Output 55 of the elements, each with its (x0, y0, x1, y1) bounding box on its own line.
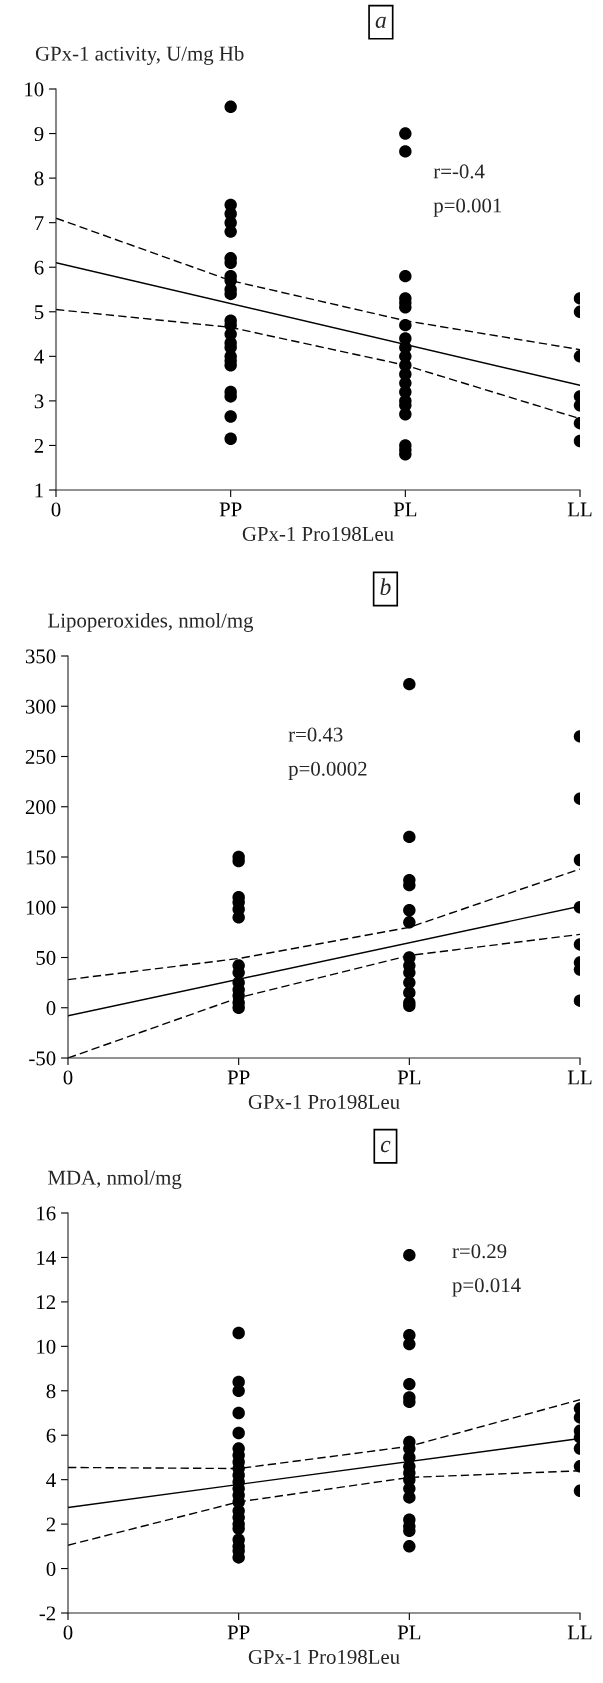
y-tick-label: 100 (26, 900, 56, 915)
x-tick-label: 0 (63, 1625, 73, 1640)
x-tick-label: PP (219, 502, 242, 517)
y-tick-label: -50 (29, 1051, 56, 1066)
y-tick-label: 150 (26, 850, 56, 865)
x-axis-title: GPx-1 Pro198Leu (242, 526, 394, 541)
y-tick-label: 0 (46, 1001, 56, 1016)
x-tick-label: PL (393, 502, 417, 517)
annotation: p=0.014 (452, 1278, 521, 1297)
x-tick-label: 0 (63, 1070, 73, 1085)
y-tick-label: 0 (46, 1561, 56, 1576)
annotation: p=0.0002 (288, 761, 367, 781)
annotation: r=0.43 (288, 727, 343, 742)
y-tick-label: 200 (25, 800, 56, 815)
y-tick-label: 3 (34, 394, 44, 409)
y-tick-label: 6 (34, 260, 44, 275)
y-tick-label: 7 (35, 216, 44, 230)
y-tick-label: 9 (34, 126, 44, 141)
x-tick-label: PP (227, 1070, 250, 1085)
y-tick-label: 1 (35, 483, 43, 498)
chart-title: b (380, 578, 391, 595)
y-axis-title: GPx-1 activity, U/mg Hb (35, 45, 244, 65)
annotation: r=-0.4 (433, 164, 485, 179)
y-axis-title: MDA, nmol/mg (48, 1170, 182, 1189)
y-tick-label: -2 (39, 1606, 56, 1621)
y-tick-label: 2 (34, 438, 44, 453)
chart-title: c (380, 1140, 391, 1153)
x-tick-label: LL (567, 1625, 592, 1640)
y-tick-label: 50 (36, 950, 56, 965)
y-tick-label: 350 (25, 649, 56, 664)
x-axis-title: GPx-1 Pro198Leu (248, 1649, 400, 1664)
x-tick-label: LL (567, 502, 592, 517)
x-tick-label: PL (397, 1070, 421, 1085)
y-tick-label: 10 (37, 1339, 56, 1354)
y-tick-label: 8 (46, 1384, 56, 1399)
y-tick-label: 14 (37, 1250, 56, 1265)
y-tick-label: 6 (46, 1428, 56, 1443)
y-tick-label: 4 (46, 1473, 56, 1487)
x-axis-title: GPx-1 Pro198Leu (248, 1094, 400, 1109)
x-tick-label: PP (227, 1625, 250, 1640)
y-axis-title: Lipoperoxides, nmol/mg (48, 612, 254, 632)
chart-title: a (375, 16, 386, 29)
x-tick-label: PL (397, 1625, 421, 1640)
annotation: p=0.001 (433, 198, 502, 217)
y-tick-label: 250 (25, 749, 56, 764)
y-tick-label: 4 (34, 349, 44, 364)
y-tick-label: 8 (34, 171, 44, 186)
y-tick-label: 5 (34, 305, 44, 320)
annotation: r=0.29 (452, 1244, 507, 1259)
y-tick-label: 12 (37, 1295, 56, 1310)
y-tick-label: 300 (25, 699, 56, 714)
y-tick-label: 2 (46, 1517, 56, 1532)
y-tick-label: 10 (25, 82, 44, 97)
y-tick-label: 16 (37, 1206, 56, 1221)
x-tick-label: LL (567, 1070, 592, 1085)
